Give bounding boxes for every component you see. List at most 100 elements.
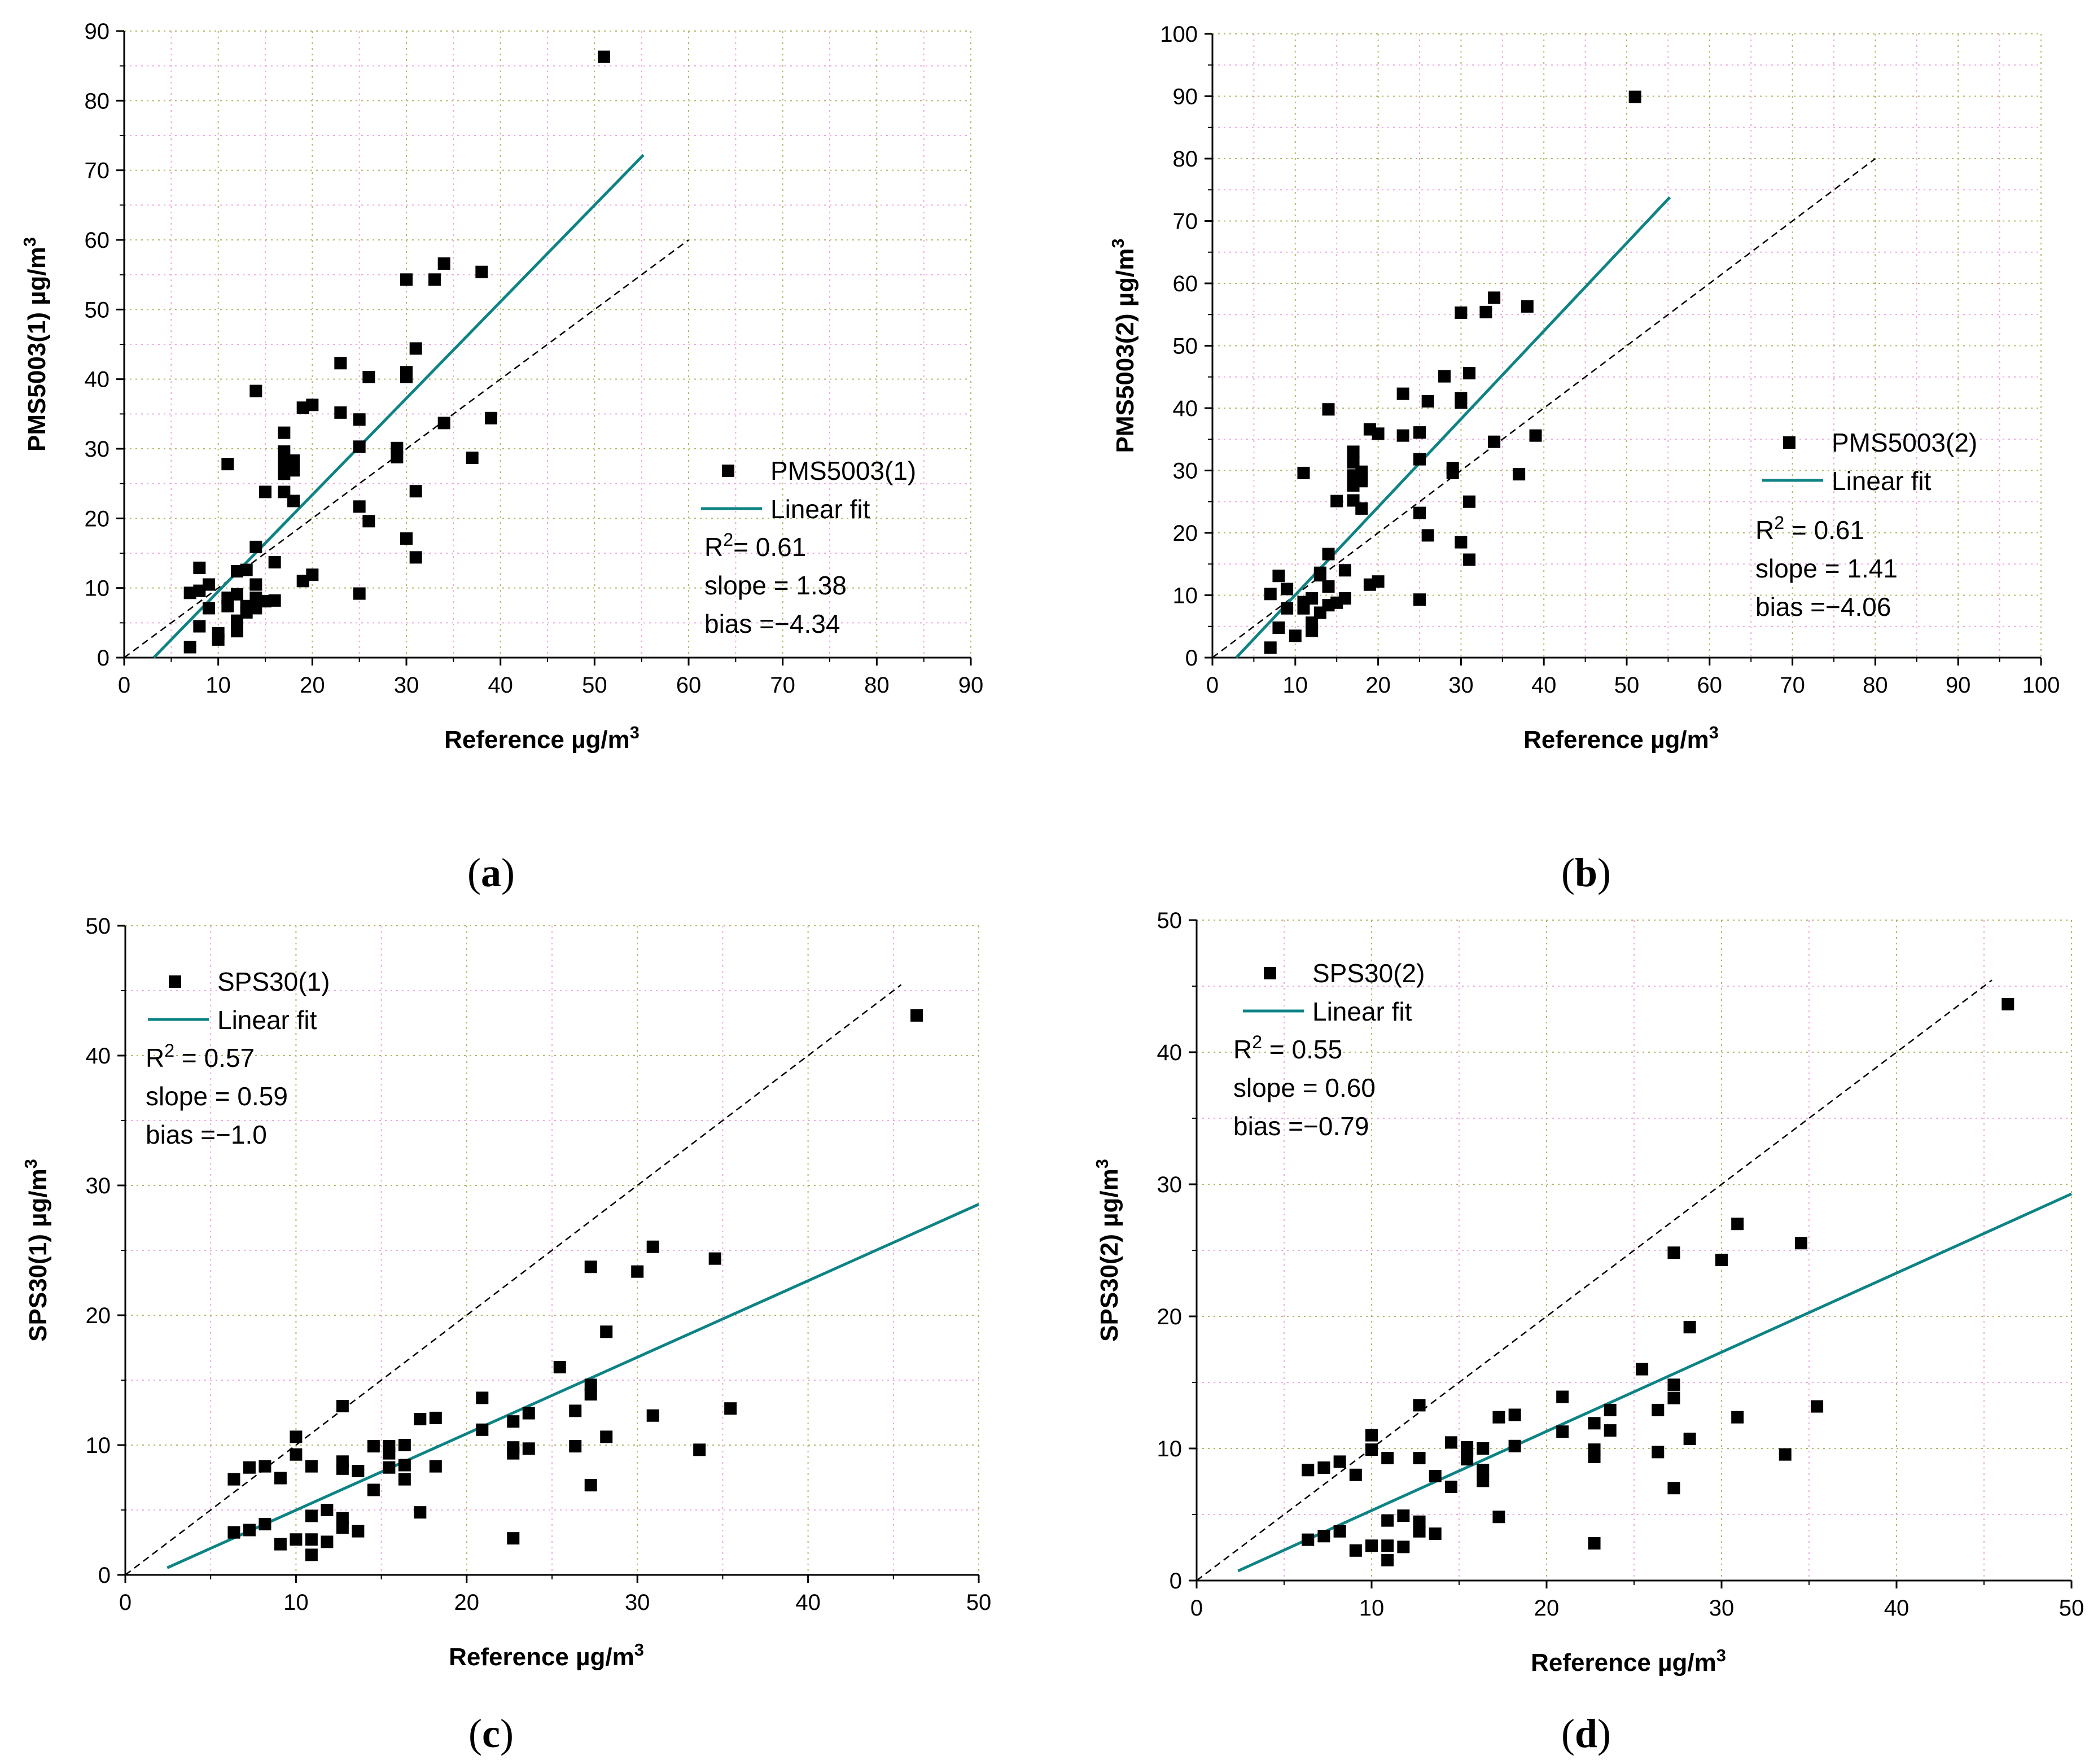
data-point bbox=[1413, 426, 1426, 439]
data-point bbox=[476, 1423, 489, 1436]
x-tick-label: 30 bbox=[625, 1590, 650, 1615]
data-point bbox=[259, 485, 271, 498]
legend-series-label: PMS5003(1) bbox=[770, 456, 916, 485]
x-axis-title: Reference µg/m3 bbox=[444, 723, 640, 754]
x-tick-label: 30 bbox=[1709, 1596, 1735, 1621]
data-point bbox=[274, 1472, 287, 1485]
data-point bbox=[249, 591, 262, 604]
data-point bbox=[336, 1400, 349, 1412]
x-tick-label: 50 bbox=[582, 673, 607, 698]
legend-marker bbox=[169, 975, 181, 988]
y-tick-label: 80 bbox=[1173, 147, 1198, 172]
legend-fit-label: Linear fit bbox=[1832, 466, 1932, 496]
data-point bbox=[1715, 1254, 1728, 1267]
data-point bbox=[352, 1525, 365, 1538]
data-point bbox=[259, 1460, 271, 1473]
r-squared-label: R2 = 0.55 bbox=[1233, 1032, 1342, 1064]
data-point bbox=[1508, 1439, 1521, 1452]
data-point bbox=[646, 1409, 659, 1422]
data-point bbox=[367, 1483, 380, 1496]
data-point bbox=[212, 627, 225, 640]
legend-marker bbox=[1264, 967, 1276, 979]
data-point bbox=[437, 257, 450, 270]
y-tick-label: 40 bbox=[85, 367, 110, 392]
legend-series-label: SPS30(2) bbox=[1312, 958, 1425, 988]
data-point bbox=[1365, 1429, 1378, 1442]
data-point bbox=[1604, 1403, 1617, 1416]
grid bbox=[1212, 33, 2042, 658]
chart-panel-a: 0 10 20 30 40 50 60 70 80 90 0 10 20 30 40 50 60 70 80 90 Re… bbox=[20, 19, 984, 895]
data-point bbox=[268, 594, 281, 607]
chart-panel-d: 0 10 20 30 40 50 0 10 20 30 40 50 Reference µg/m3 SPS… bbox=[1092, 908, 2084, 1756]
x-tick-label: 70 bbox=[1780, 673, 1805, 698]
data-point bbox=[400, 273, 413, 286]
x-tick-label: 40 bbox=[795, 1590, 821, 1615]
r-squared-label: R2= 0.61 bbox=[704, 529, 806, 562]
x-tick-label: 0 bbox=[1206, 673, 1219, 698]
data-point bbox=[367, 1440, 380, 1453]
data-point bbox=[1588, 1443, 1601, 1456]
legend: SPS30(1) Linear fit bbox=[148, 967, 330, 1035]
data-point bbox=[334, 357, 347, 370]
fit-statistics: R2 = 0.57 slope = 0.59 bias =−1.0 bbox=[146, 1040, 288, 1149]
y-tick-label: 70 bbox=[1173, 209, 1198, 234]
data-point bbox=[507, 1415, 520, 1428]
data-point bbox=[1667, 1378, 1680, 1391]
linear-fit-line bbox=[167, 1203, 980, 1569]
data-point bbox=[1272, 621, 1285, 634]
data-point bbox=[475, 265, 488, 278]
data-point bbox=[249, 578, 262, 591]
data-point bbox=[1628, 90, 1641, 103]
data-point bbox=[414, 1506, 427, 1519]
data-point bbox=[231, 625, 243, 638]
data-point bbox=[268, 556, 281, 569]
data-point bbox=[1521, 300, 1534, 313]
y-tick-label: 70 bbox=[85, 159, 110, 183]
data-point bbox=[278, 426, 291, 439]
legend-fit-label: Linear fit bbox=[770, 494, 870, 524]
x-tick-label: 0 bbox=[1190, 1596, 1203, 1621]
data-point bbox=[1397, 1540, 1410, 1553]
panels: 0 10 20 30 40 50 60 70 80 90 0 10 20 30 40 50 60 70 80 90 Re… bbox=[20, 19, 2084, 1756]
x-tick-label: 10 bbox=[1283, 673, 1308, 698]
data-point bbox=[1281, 583, 1294, 596]
data-point bbox=[1444, 1481, 1457, 1494]
x-tick-label: 30 bbox=[1448, 673, 1474, 698]
data-point bbox=[398, 1473, 411, 1486]
data-point bbox=[353, 413, 366, 426]
data-point bbox=[522, 1407, 535, 1420]
data-point bbox=[321, 1504, 334, 1516]
identity-line bbox=[125, 984, 902, 1575]
data-point bbox=[1588, 1417, 1601, 1430]
data-point bbox=[1413, 1452, 1426, 1465]
x-tick-label: 80 bbox=[864, 673, 890, 698]
data-point bbox=[1438, 370, 1451, 383]
data-point bbox=[240, 599, 253, 612]
data-point bbox=[1355, 502, 1368, 515]
x-tick-label: 0 bbox=[119, 1590, 132, 1615]
data-point bbox=[1281, 602, 1294, 615]
x-tick-label: 10 bbox=[205, 673, 231, 698]
data-point bbox=[724, 1402, 737, 1415]
data-point bbox=[287, 454, 300, 467]
data-point bbox=[1313, 566, 1326, 579]
data-point bbox=[1381, 1553, 1394, 1566]
data-point bbox=[1349, 1544, 1362, 1557]
x-tick-label: 100 bbox=[2022, 673, 2060, 698]
data-point bbox=[1479, 305, 1492, 318]
data-point bbox=[1477, 1474, 1490, 1487]
data-point bbox=[227, 1473, 240, 1486]
data-point bbox=[296, 401, 309, 414]
data-point bbox=[409, 342, 422, 355]
data-point bbox=[1667, 1246, 1680, 1259]
data-point bbox=[1513, 468, 1526, 481]
y-tick-label: 40 bbox=[1157, 1040, 1183, 1065]
y-tick-label: 90 bbox=[85, 19, 110, 44]
data-point bbox=[1372, 575, 1385, 588]
scatter-points bbox=[1302, 997, 2014, 1566]
x-tick-label: 30 bbox=[394, 673, 419, 698]
data-point bbox=[569, 1404, 582, 1417]
legend-fit-label: Linear fit bbox=[1312, 997, 1412, 1026]
y-tick-label: 10 bbox=[1173, 584, 1198, 609]
